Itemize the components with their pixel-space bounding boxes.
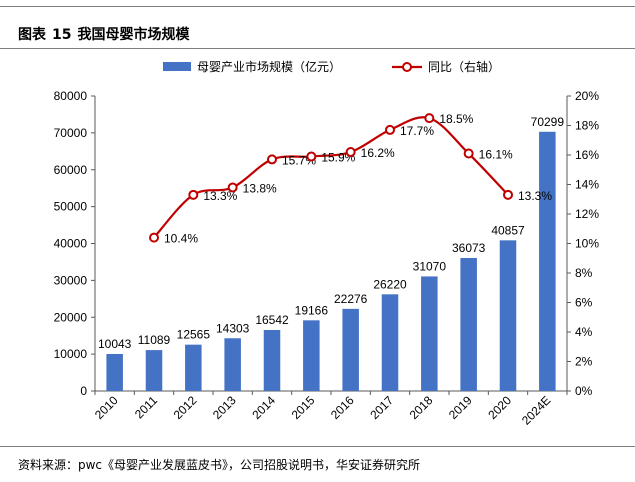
bar (185, 344, 202, 391)
bar-value-label: 16542 (255, 313, 289, 327)
bar-value-label: 26220 (373, 277, 407, 291)
legend-line-marker (402, 62, 412, 72)
legend-bar-label: 母婴产业市场规模（亿元） (197, 59, 341, 74)
yoy-line (153, 116, 509, 239)
bar (460, 257, 477, 391)
x-tick-label: 2017 (367, 393, 396, 422)
y-right-tick-label: 10% (575, 237, 599, 251)
yoy-point (345, 147, 356, 158)
bar-value-label: 22276 (334, 292, 368, 306)
figure-title: 图表 15 我国母婴市场规模 (18, 24, 189, 44)
x-tick-label: 2016 (328, 393, 357, 422)
bar (106, 353, 123, 391)
top-rule (0, 6, 635, 7)
bar (539, 131, 556, 391)
y-right-tick-label: 2% (575, 355, 593, 369)
x-tick-label: 2014 (249, 393, 278, 422)
chart: 0 10000 20000 30000 40000 50000 60000 70000 8000… (54, 59, 600, 428)
bar-value-label: 14303 (216, 321, 250, 335)
yoy-value-label: 13.3% (518, 189, 552, 203)
y-right-tick-label: 6% (575, 296, 593, 310)
y-left-tick-label: 70000 (54, 126, 88, 140)
yoy-point (385, 124, 395, 135)
bar (145, 350, 163, 391)
bar (499, 240, 517, 391)
y-right-tick-label: 14% (575, 178, 599, 192)
bar-value-label: 11089 (138, 333, 171, 347)
bar (263, 330, 281, 391)
legend-bar-swatch (163, 62, 191, 71)
bar (381, 294, 399, 391)
bar-value-label: 31070 (413, 259, 447, 273)
x-tick-label: 2011 (132, 393, 160, 421)
yoy-value-label: 16.2% (361, 146, 395, 160)
x-tick-label: 2013 (210, 393, 239, 422)
y-right-tick-label: 8% (575, 266, 593, 280)
yoy-value-label: 18.5% (439, 112, 473, 126)
bar (224, 338, 241, 391)
y-left-tick-label: 0 (80, 384, 87, 398)
bar-value-label: 70299 (531, 115, 565, 129)
yoy-value-label: 13.3% (203, 189, 237, 203)
figure-number: 15 (52, 27, 72, 43)
yoy-value-label: 10.4% (164, 232, 198, 246)
y-right-tick-label: 20% (575, 89, 599, 103)
yoy-value-label: 16.1% (479, 148, 513, 162)
x-tick-label: 2024E (519, 393, 553, 427)
figure-label: 图表 (18, 27, 46, 43)
x-tick-label: 2018 (407, 393, 436, 422)
title-rule (0, 48, 635, 49)
yoy-value-label: 13.8% (243, 181, 277, 195)
y-left-tick-label: 10000 (54, 347, 88, 361)
x-tick-label: 2015 (289, 393, 318, 422)
y-right-tick-label: 18% (575, 119, 599, 133)
bar-value-label: 40857 (491, 223, 525, 237)
legend-line-label: 同比（右轴） (428, 59, 500, 74)
yoy-point (188, 189, 199, 200)
y-right-tick-label: 16% (575, 148, 599, 162)
bar-value-label: 36073 (452, 241, 486, 255)
y-right-tick-label: 12% (575, 207, 599, 221)
y-left-tick-label: 60000 (54, 163, 88, 177)
x-tick-label: 2012 (171, 393, 200, 422)
source-note: 资料来源：pwc《母婴产业发展蓝皮书》，公司招股说明书，华安证券研究所 (18, 458, 421, 472)
bar (342, 308, 359, 391)
y-left-tick-label: 20000 (54, 310, 88, 324)
source-rule (0, 446, 635, 447)
y-right-tick-label: 4% (575, 325, 593, 339)
x-tick-label: 2010 (92, 393, 121, 422)
x-tick-label: 2020 (485, 393, 514, 422)
y-left-tick-label: 80000 (54, 89, 88, 103)
yoy-point (267, 154, 277, 165)
yoy-point (227, 182, 238, 193)
yoy-point (306, 151, 317, 162)
figure-title-text: 我国母婴市场规模 (77, 27, 190, 43)
y-left-tick-label: 50000 (54, 200, 88, 214)
y-right-tick-label: 0% (575, 384, 593, 398)
bar-value-label: 10043 (98, 337, 132, 351)
yoy-point (424, 113, 435, 124)
y-left-tick-label: 30000 (54, 273, 88, 287)
bar-value-label: 19166 (295, 303, 329, 317)
bar (421, 276, 438, 391)
bar-value-label: 12565 (177, 328, 211, 342)
yoy-point (149, 232, 159, 243)
bar (303, 320, 320, 391)
yoy-point (503, 189, 513, 200)
x-tick-label: 2019 (446, 393, 475, 422)
y-left-tick-label: 40000 (54, 237, 88, 251)
yoy-value-label: 17.7% (400, 124, 434, 138)
yoy-point (463, 148, 474, 159)
